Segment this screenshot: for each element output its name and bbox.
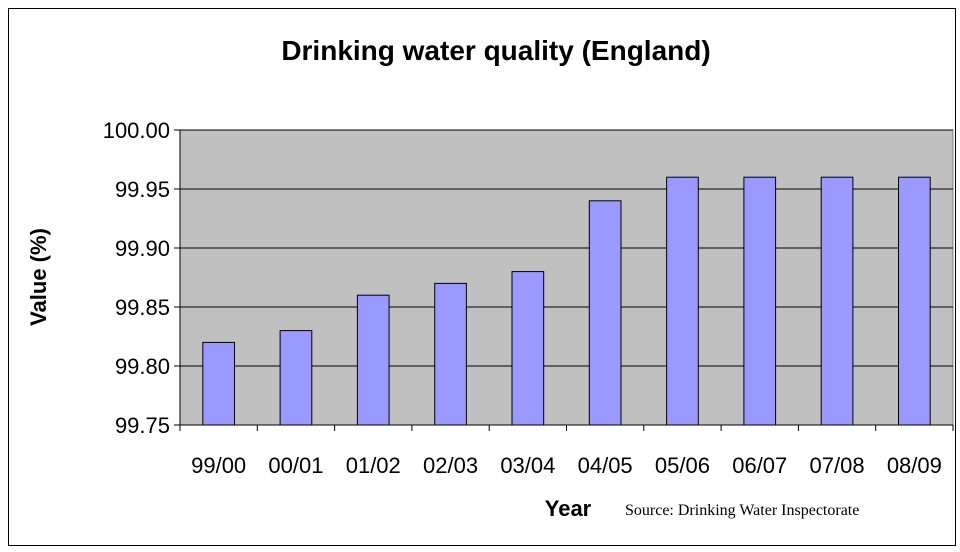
- bar-07-08: [820, 176, 854, 426]
- y-tick-label: 99.80: [115, 354, 170, 379]
- bar-08-09: [898, 176, 931, 426]
- bars: [202, 176, 931, 426]
- y-axis-title: Value (%): [26, 228, 51, 326]
- bar-99-00: [202, 341, 235, 426]
- bar-02-03: [434, 282, 467, 426]
- x-tick-label: 06/07: [732, 453, 787, 478]
- y-axis: 99.75 99.80 99.85 99.90 99.95 100.00: [103, 118, 181, 438]
- bar-03-04: [511, 271, 545, 426]
- y-tick-label: 99.75: [115, 413, 170, 438]
- x-tick-label: 01/02: [346, 453, 401, 478]
- bar-00-01: [279, 330, 313, 426]
- y-tick-label: 99.95: [115, 177, 170, 202]
- x-tick-label: 03/04: [500, 453, 555, 478]
- bar-06-07: [743, 176, 777, 426]
- x-tick-label: 00/01: [268, 453, 323, 478]
- x-tick-label: 99/00: [191, 453, 246, 478]
- y-tick-label: 99.90: [115, 236, 170, 261]
- x-tick-label: 02/03: [423, 453, 478, 478]
- x-tick-label: 04/05: [578, 453, 633, 478]
- y-tick-label: 99.85: [115, 295, 170, 320]
- x-tick-label: 07/08: [810, 453, 865, 478]
- source-note: Source: Drinking Water Inspectorate: [625, 502, 859, 519]
- x-axis-title: Year: [545, 496, 592, 521]
- x-axis: 99/00 00/01 01/02 02/03 03/04 04/05 05/06 06/07…: [179, 424, 954, 478]
- chart-title: Drinking water quality (England): [281, 35, 710, 66]
- bar-04-05: [588, 200, 622, 426]
- bar-01-02: [356, 294, 390, 426]
- x-tick-label: 05/06: [655, 453, 710, 478]
- bar-05-06: [666, 176, 699, 426]
- x-tick-label: 08/09: [887, 453, 942, 478]
- y-tick-label: 100.00: [103, 118, 170, 143]
